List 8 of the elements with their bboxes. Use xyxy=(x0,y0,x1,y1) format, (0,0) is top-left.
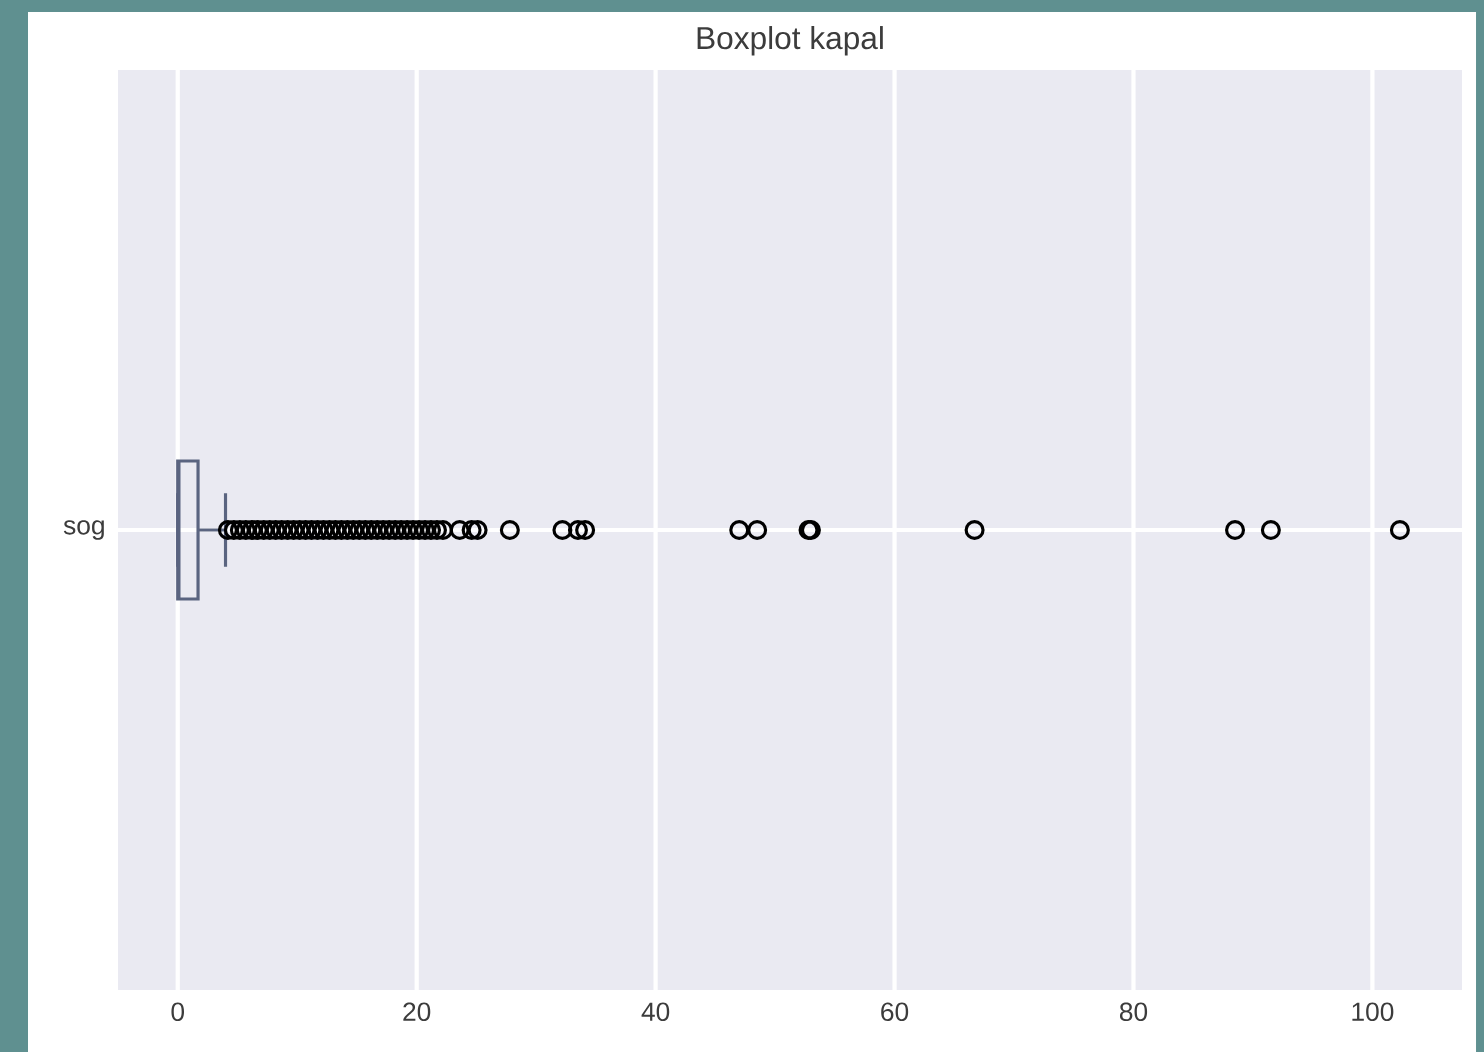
x-tick-label: 20 xyxy=(403,1002,431,1022)
x-tick-label: 60 xyxy=(881,1002,909,1022)
x-tick-label: 100 xyxy=(1352,1002,1394,1022)
x-tick-label: 40 xyxy=(641,1002,670,1022)
y-tick-label: sog xyxy=(63,520,104,540)
x-tick-label: 0 xyxy=(171,1002,185,1022)
x-tick-label: 80 xyxy=(1119,1002,1148,1022)
chart-title: Boxplot kapal xyxy=(697,26,883,56)
